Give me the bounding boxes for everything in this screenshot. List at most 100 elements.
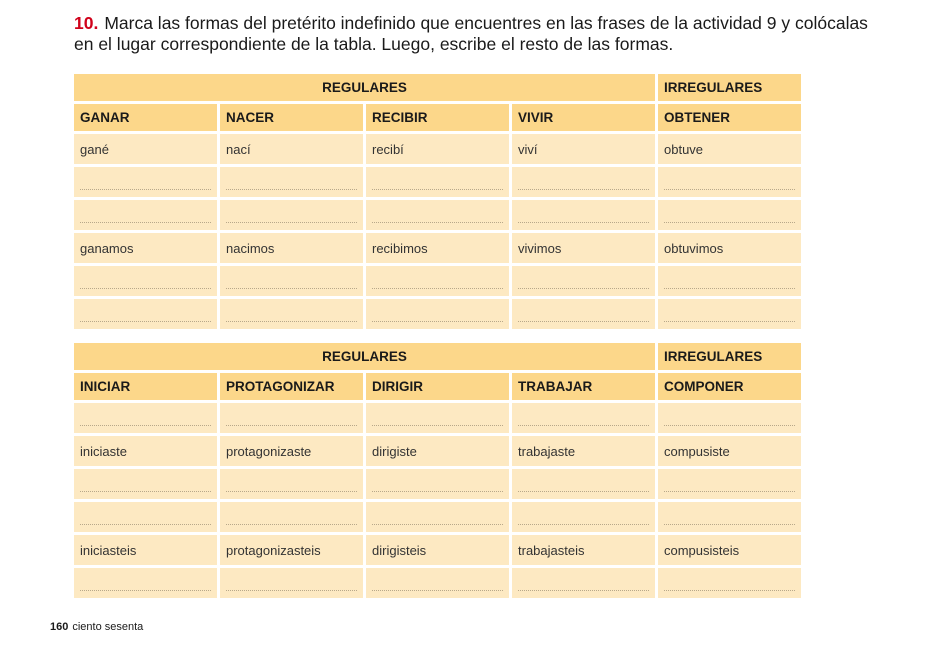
dotted-answer-line <box>372 221 503 223</box>
conjugation-cell[interactable]: nacimos <box>220 233 363 263</box>
dotted-answer-line <box>664 589 795 591</box>
conjugation-cell[interactable]: dirigiste <box>366 436 509 466</box>
blank-answer-cell[interactable] <box>74 403 217 433</box>
verb-header-row: INICIAR PROTAGONIZAR DIRIGIR TRABAJAR COMPON… <box>74 373 801 400</box>
dotted-answer-line <box>518 221 649 223</box>
blank-answer-cell[interactable] <box>512 469 655 499</box>
exercise-number: 10. <box>74 13 99 33</box>
blank-answer-cell[interactable] <box>74 299 217 329</box>
blank-answer-cell[interactable] <box>512 200 655 230</box>
blank-answer-cell[interactable] <box>512 167 655 197</box>
blank-answer-cell[interactable] <box>220 167 363 197</box>
conjugation-table-1: REGULARES IRREGULARES GANAR NACER RECIBIR V… <box>71 71 804 332</box>
blank-answer-cell[interactable] <box>512 502 655 532</box>
dotted-answer-line <box>226 523 357 525</box>
blank-answer-cell[interactable] <box>366 167 509 197</box>
dotted-answer-line <box>80 589 211 591</box>
blank-answer-cell[interactable] <box>74 167 217 197</box>
conjugation-cell[interactable]: obtuvimos <box>658 233 801 263</box>
blank-answer-cell[interactable] <box>220 568 363 598</box>
blank-answer-cell[interactable] <box>658 469 801 499</box>
blank-answer-cell[interactable] <box>74 200 217 230</box>
blank-answer-cell[interactable] <box>74 502 217 532</box>
verb-header: GANAR <box>74 104 217 131</box>
blank-answer-cell[interactable] <box>512 568 655 598</box>
dotted-answer-line <box>664 221 795 223</box>
blank-answer-cell[interactable] <box>220 299 363 329</box>
verb-header: TRABAJAR <box>512 373 655 400</box>
blank-answer-cell[interactable] <box>658 266 801 296</box>
dotted-answer-line <box>80 188 211 190</box>
dotted-answer-line <box>664 523 795 525</box>
conjugation-cell[interactable]: compusiste <box>658 436 801 466</box>
page-footer: 160 ciento sesenta <box>50 621 143 633</box>
dotted-answer-line <box>226 490 357 492</box>
blank-answer-cell[interactable] <box>658 502 801 532</box>
blank-answer-cell[interactable] <box>366 403 509 433</box>
dotted-answer-line <box>226 424 357 426</box>
dotted-answer-line <box>664 320 795 322</box>
blank-answer-cell[interactable] <box>366 266 509 296</box>
blank-answer-cell[interactable] <box>658 568 801 598</box>
conjugation-cell[interactable]: dirigisteis <box>366 535 509 565</box>
dotted-answer-line <box>226 287 357 289</box>
blank-answer-cell[interactable] <box>74 469 217 499</box>
table-row <box>74 502 801 532</box>
dotted-answer-line <box>664 188 795 190</box>
blank-answer-cell[interactable] <box>512 403 655 433</box>
blank-answer-cell[interactable] <box>366 469 509 499</box>
conjugation-cell[interactable]: iniciaste <box>74 436 217 466</box>
blank-answer-cell[interactable] <box>220 469 363 499</box>
blank-answer-cell[interactable] <box>220 266 363 296</box>
blank-answer-cell[interactable] <box>74 266 217 296</box>
conjugation-cell[interactable]: vivimos <box>512 233 655 263</box>
verb-header: COMPONER <box>658 373 801 400</box>
conjugation-cell[interactable]: protagonizaste <box>220 436 363 466</box>
dotted-answer-line <box>518 523 649 525</box>
conjugation-cell[interactable]: protagonizasteis <box>220 535 363 565</box>
group-header-row: REGULARES IRREGULARES <box>74 343 801 370</box>
blank-answer-cell[interactable] <box>220 200 363 230</box>
regulares-header: REGULARES <box>74 74 655 101</box>
blank-answer-cell[interactable] <box>658 403 801 433</box>
dotted-answer-line <box>80 287 211 289</box>
conjugation-cell[interactable]: iniciasteis <box>74 535 217 565</box>
conjugation-cell[interactable]: compusisteis <box>658 535 801 565</box>
table-row: ganamos nacimos recibimos vivimos obtuvimos <box>74 233 801 263</box>
blank-answer-cell[interactable] <box>366 200 509 230</box>
blank-answer-cell[interactable] <box>512 266 655 296</box>
table-row: iniciaste protagonizaste dirigiste trabajas… <box>74 436 801 466</box>
blank-answer-cell[interactable] <box>366 568 509 598</box>
regulares-header: REGULARES <box>74 343 655 370</box>
group-header-row: REGULARES IRREGULARES <box>74 74 801 101</box>
blank-answer-cell[interactable] <box>220 502 363 532</box>
table-row <box>74 266 801 296</box>
conjugation-cell[interactable]: gané <box>74 134 217 164</box>
conjugation-cell[interactable]: obtuve <box>658 134 801 164</box>
conjugation-cell[interactable]: ganamos <box>74 233 217 263</box>
blank-answer-cell[interactable] <box>658 200 801 230</box>
blank-answer-cell[interactable] <box>220 403 363 433</box>
conjugation-cell[interactable]: nací <box>220 134 363 164</box>
dotted-answer-line <box>518 424 649 426</box>
verb-header: PROTAGONIZAR <box>220 373 363 400</box>
conjugation-cell[interactable]: trabajaste <box>512 436 655 466</box>
dotted-answer-line <box>372 589 503 591</box>
blank-answer-cell[interactable] <box>658 167 801 197</box>
dotted-answer-line <box>80 320 211 322</box>
conjugation-cell[interactable]: recibí <box>366 134 509 164</box>
conjugation-cell[interactable]: trabajasteis <box>512 535 655 565</box>
blank-answer-cell[interactable] <box>366 299 509 329</box>
blank-answer-cell[interactable] <box>658 299 801 329</box>
conjugation-cell[interactable]: recibimos <box>366 233 509 263</box>
dotted-answer-line <box>372 490 503 492</box>
dotted-answer-line <box>372 424 503 426</box>
conjugation-cell[interactable]: viví <box>512 134 655 164</box>
blank-answer-cell[interactable] <box>74 568 217 598</box>
page-number: 160 <box>50 621 69 633</box>
table-row <box>74 403 801 433</box>
page-number-words: ciento sesenta <box>72 621 144 633</box>
blank-answer-cell[interactable] <box>366 502 509 532</box>
blank-answer-cell[interactable] <box>512 299 655 329</box>
dotted-answer-line <box>226 589 357 591</box>
